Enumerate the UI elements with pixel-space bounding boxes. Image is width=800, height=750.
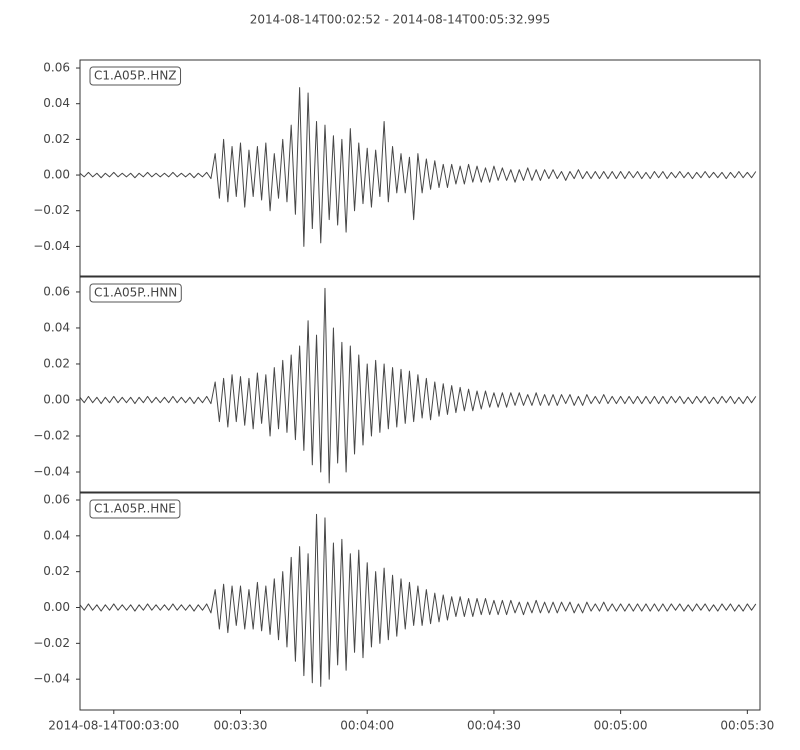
x-tick-label: 00:04:00 — [340, 719, 394, 733]
legend-label: C1.A05P..HNZ — [94, 69, 177, 83]
y-tick-label: 0.00 — [43, 392, 70, 406]
y-tick-label: −0.02 — [33, 203, 70, 217]
y-tick-label: 0.02 — [43, 356, 70, 370]
y-tick-label: 0.06 — [43, 61, 70, 75]
x-tick-label: 00:04:30 — [467, 719, 521, 733]
y-tick-label: 0.00 — [43, 168, 70, 182]
frame — [79, 492, 761, 711]
legend-box — [89, 283, 182, 303]
y-tick-label: 0.04 — [43, 320, 70, 334]
y-tick-label: −0.04 — [33, 465, 70, 479]
plot-area — [80, 60, 760, 276]
waveform — [79, 287, 757, 484]
y-tick-label: −0.02 — [33, 636, 70, 650]
y-tick-label: −0.04 — [33, 239, 70, 253]
x-tick-label: 00:05:30 — [720, 719, 774, 733]
y-tick-label: −0.02 — [33, 428, 70, 442]
waveform — [79, 513, 757, 687]
frame — [79, 276, 761, 493]
legend-label: C1.A05P..HNE — [94, 502, 176, 516]
frame — [79, 59, 761, 277]
legend-box — [89, 66, 182, 86]
y-tick-label: −0.04 — [33, 672, 70, 686]
legend-box — [89, 499, 181, 519]
plot-area — [80, 277, 760, 492]
y-tick-label: 0.06 — [43, 492, 70, 506]
y-tick-label: 0.02 — [43, 132, 70, 146]
y-tick-label: 0.02 — [43, 564, 70, 578]
waveform — [79, 87, 757, 247]
y-tick-label: 0.00 — [43, 600, 70, 614]
y-tick-label: 0.06 — [43, 284, 70, 298]
y-tick-label: 0.04 — [43, 528, 70, 542]
chart-title: 2014-08-14T00:02:52 - 2014-08-14T00:05:3… — [250, 13, 551, 27]
x-tick-label: 00:03:30 — [214, 719, 268, 733]
x-tick-label: 2014-08-14T00:03:00 — [48, 719, 179, 733]
y-tick-label: 0.04 — [43, 96, 70, 110]
legend-label: C1.A05P..HNN — [94, 286, 177, 300]
x-tick-label: 00:05:00 — [594, 719, 648, 733]
